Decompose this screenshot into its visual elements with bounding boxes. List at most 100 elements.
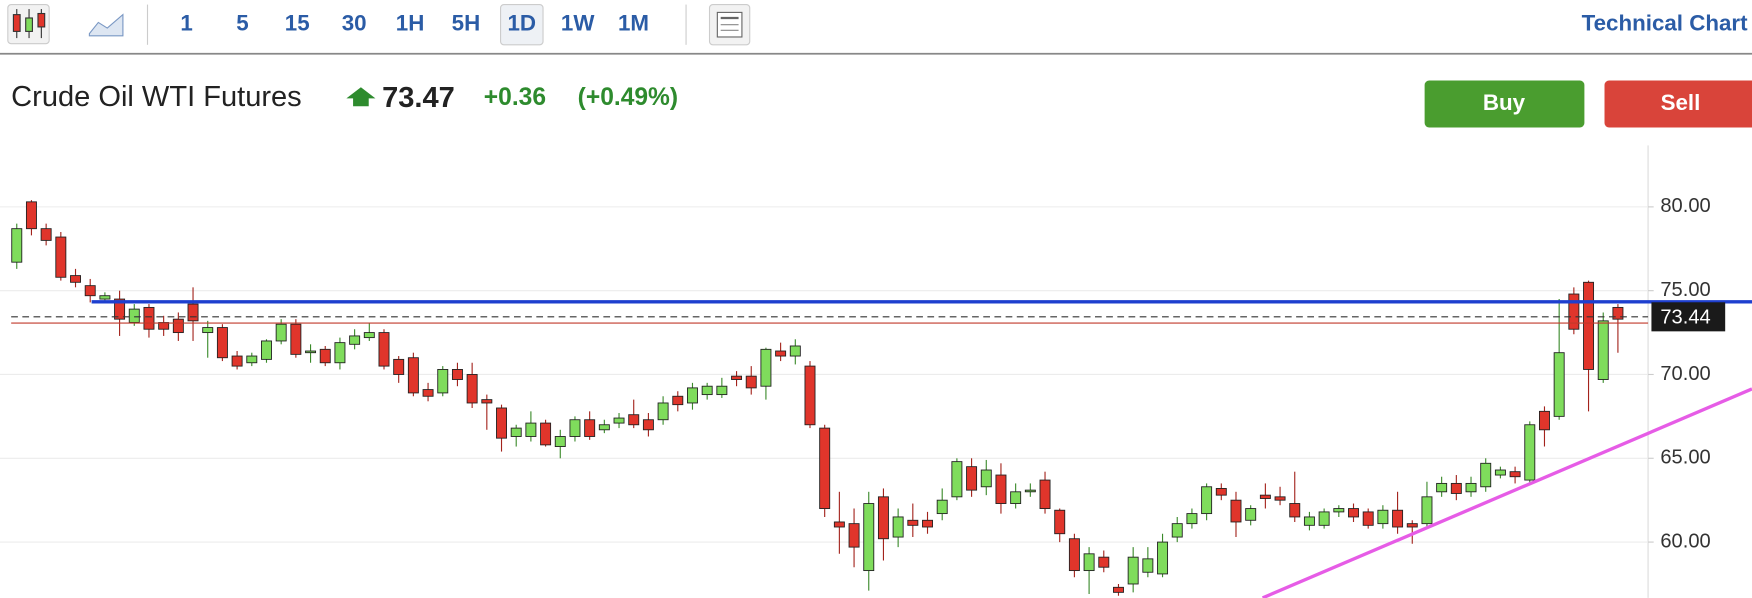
candle-body <box>1112 586 1124 593</box>
candle-body <box>1245 508 1257 521</box>
candle-body <box>1524 424 1536 481</box>
candle-body <box>1230 499 1242 523</box>
candle-body <box>40 228 52 241</box>
candle-body <box>290 323 302 355</box>
candle-body <box>246 355 258 364</box>
candle-body <box>892 516 904 538</box>
overlay: 73.44 <box>11 302 1726 332</box>
candle-body <box>1098 556 1110 568</box>
candle-body <box>84 285 96 297</box>
y-tick-label: 65.00 <box>1660 447 1710 469</box>
candle-body <box>936 499 948 515</box>
candle-body <box>687 387 698 404</box>
candle-body <box>877 496 889 540</box>
candle-body <box>775 350 787 357</box>
y-tick-label: 75.00 <box>1660 279 1710 301</box>
candle-body <box>1171 523 1183 538</box>
interval-bar: 1 5 15 30 1H 5H 1D 1W 1M <box>180 4 649 46</box>
candle-body <box>745 375 757 389</box>
technical-chart-link[interactable]: Technical Chart <box>1582 11 1748 36</box>
sell-button[interactable]: Sell <box>1604 80 1752 128</box>
candle-body <box>1303 516 1315 526</box>
candle-body <box>1362 511 1374 526</box>
candle-body <box>525 422 537 437</box>
active-interval-bg <box>500 4 544 46</box>
candle-body <box>1333 508 1345 513</box>
interval-button[interactable]: 1W <box>561 11 595 36</box>
candle-body <box>496 407 507 439</box>
candle-body <box>349 335 361 345</box>
candle-body <box>187 303 199 322</box>
buy-button[interactable]: Buy <box>1424 80 1585 128</box>
interval-button[interactable]: 15 <box>285 11 310 36</box>
candle-body <box>1348 508 1359 518</box>
instrument-name: Crude Oil WTI Futures <box>11 81 302 113</box>
candle-body <box>1597 320 1609 380</box>
y-tick-label: 80.00 <box>1660 195 1710 217</box>
candle-body <box>275 323 287 342</box>
candle-body <box>451 369 463 380</box>
candle-body <box>1421 496 1433 525</box>
candle-body <box>393 358 405 375</box>
interval-button[interactable]: 5 <box>236 11 248 36</box>
candle-body <box>407 357 419 394</box>
candle-body <box>261 340 272 360</box>
candle-body <box>422 389 434 397</box>
candle-body <box>378 332 390 367</box>
candle-body <box>980 469 992 488</box>
candle-body <box>833 521 845 528</box>
candle-body <box>540 422 552 446</box>
candle-body <box>305 350 317 354</box>
y-tick-label: 70.00 <box>1660 363 1710 385</box>
layout-button[interactable] <box>708 4 751 46</box>
candle-body <box>613 417 625 424</box>
candle-body <box>55 236 67 278</box>
candle-body <box>1024 489 1036 493</box>
candle-body <box>11 228 23 263</box>
candle-body <box>114 298 126 320</box>
candle-body <box>848 523 860 548</box>
interval-button[interactable]: 1 <box>180 11 192 36</box>
interval-button[interactable]: 1D <box>508 11 537 36</box>
candle-body <box>1392 509 1404 528</box>
candle-body <box>202 327 214 334</box>
candle-body <box>466 374 478 404</box>
interval-button[interactable]: 5H <box>452 11 481 36</box>
candle-body <box>1289 503 1301 518</box>
candle-body <box>966 466 978 491</box>
candle-body <box>481 399 493 404</box>
candle-body <box>128 308 140 323</box>
buy-label[interactable]: Buy <box>1483 90 1526 115</box>
candle-body <box>143 306 155 330</box>
candle-body <box>716 385 728 396</box>
candle-body <box>363 332 375 339</box>
y-tick-label: 60.00 <box>1660 530 1710 552</box>
candle-body <box>231 355 243 367</box>
candle-body <box>1509 471 1521 478</box>
interval-button[interactable]: 1H <box>396 11 425 36</box>
candle-body <box>1612 306 1624 320</box>
candle-body <box>1274 496 1286 501</box>
candle-body <box>1010 491 1022 504</box>
candle-body <box>584 419 596 437</box>
last-price-label: 73.44 <box>1660 306 1710 328</box>
interval-button[interactable]: 1M <box>618 11 649 36</box>
candle-body <box>99 295 111 300</box>
candle-body <box>1083 553 1095 572</box>
line-type-button[interactable] <box>88 13 124 37</box>
candle-body <box>701 385 713 396</box>
candle-body <box>657 402 669 421</box>
candle-body <box>1450 482 1462 494</box>
candle-body <box>1039 479 1051 510</box>
candle-body <box>25 201 37 230</box>
candle-body <box>1538 410 1550 431</box>
last-price-box <box>1651 302 1726 332</box>
candle-body <box>70 275 81 283</box>
price-change: +0.36 <box>484 84 546 111</box>
candle-body <box>863 503 875 572</box>
candle-body <box>1157 541 1169 575</box>
candle-body <box>907 519 919 526</box>
interval-button[interactable]: 30 <box>342 11 367 36</box>
candle-body <box>995 474 1007 504</box>
sell-label[interactable]: Sell <box>1661 90 1701 115</box>
